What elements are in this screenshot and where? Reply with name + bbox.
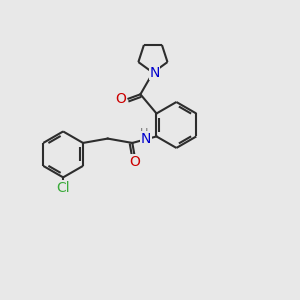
Text: O: O — [116, 92, 126, 106]
Text: H: H — [140, 128, 148, 138]
Text: N: N — [141, 132, 152, 146]
Text: Cl: Cl — [56, 181, 70, 195]
Text: N: N — [149, 66, 160, 80]
Text: O: O — [129, 155, 140, 169]
